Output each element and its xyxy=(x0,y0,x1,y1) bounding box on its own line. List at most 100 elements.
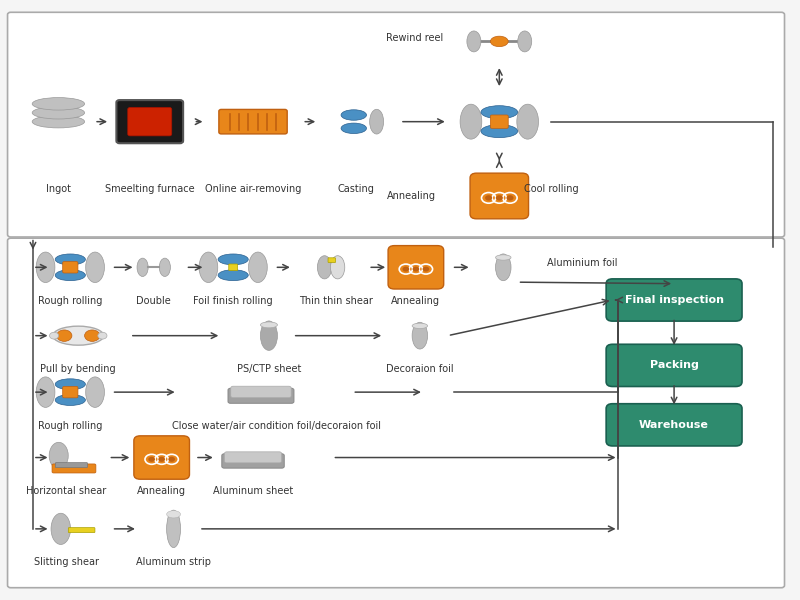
Ellipse shape xyxy=(260,322,278,328)
Ellipse shape xyxy=(518,31,532,52)
FancyBboxPatch shape xyxy=(606,404,742,446)
Ellipse shape xyxy=(218,270,248,281)
FancyBboxPatch shape xyxy=(222,454,284,468)
Ellipse shape xyxy=(467,31,481,52)
FancyBboxPatch shape xyxy=(7,12,785,237)
Circle shape xyxy=(98,332,107,339)
FancyBboxPatch shape xyxy=(470,173,529,219)
FancyBboxPatch shape xyxy=(52,464,96,473)
Circle shape xyxy=(506,195,514,200)
FancyBboxPatch shape xyxy=(328,258,335,263)
Circle shape xyxy=(422,266,430,272)
Text: Horizontal shear: Horizontal shear xyxy=(26,486,106,496)
Ellipse shape xyxy=(53,326,104,345)
Text: Annealing: Annealing xyxy=(386,191,436,201)
FancyBboxPatch shape xyxy=(55,463,87,467)
Text: Thin thin shear: Thin thin shear xyxy=(299,296,374,306)
Circle shape xyxy=(485,195,492,200)
Ellipse shape xyxy=(49,442,68,469)
Circle shape xyxy=(496,195,503,200)
Ellipse shape xyxy=(495,254,511,281)
Ellipse shape xyxy=(55,254,86,265)
Ellipse shape xyxy=(318,256,332,279)
Ellipse shape xyxy=(86,377,105,407)
Ellipse shape xyxy=(166,511,181,518)
Text: Packing: Packing xyxy=(650,361,698,370)
Text: Close water/air condition foil/decoraion foil: Close water/air condition foil/decoraion… xyxy=(172,421,382,431)
Circle shape xyxy=(50,332,58,339)
Ellipse shape xyxy=(32,115,85,128)
FancyBboxPatch shape xyxy=(116,100,183,143)
Text: Cool rolling: Cool rolling xyxy=(524,184,578,194)
Text: Annealing: Annealing xyxy=(391,296,440,306)
FancyBboxPatch shape xyxy=(230,386,291,398)
FancyBboxPatch shape xyxy=(134,436,190,479)
Text: Online air-removing: Online air-removing xyxy=(205,184,302,194)
Ellipse shape xyxy=(260,321,278,350)
Ellipse shape xyxy=(330,256,345,279)
FancyBboxPatch shape xyxy=(225,452,282,463)
Ellipse shape xyxy=(370,109,384,134)
Ellipse shape xyxy=(166,510,181,548)
Circle shape xyxy=(85,330,100,341)
Text: Aluminum strip: Aluminum strip xyxy=(136,557,211,568)
FancyBboxPatch shape xyxy=(62,262,78,273)
Ellipse shape xyxy=(490,36,508,47)
Circle shape xyxy=(402,266,410,272)
Circle shape xyxy=(148,457,155,462)
FancyBboxPatch shape xyxy=(7,238,785,588)
Text: Warehouse: Warehouse xyxy=(639,420,709,430)
Ellipse shape xyxy=(55,270,86,281)
Ellipse shape xyxy=(86,252,105,283)
Ellipse shape xyxy=(199,252,218,283)
Ellipse shape xyxy=(460,104,482,139)
Ellipse shape xyxy=(55,379,86,389)
Ellipse shape xyxy=(495,255,511,260)
Ellipse shape xyxy=(481,106,518,119)
Ellipse shape xyxy=(341,123,366,134)
Circle shape xyxy=(57,330,72,341)
Circle shape xyxy=(413,266,419,272)
Text: Foil finish rolling: Foil finish rolling xyxy=(194,296,273,306)
Ellipse shape xyxy=(341,110,366,120)
FancyBboxPatch shape xyxy=(388,245,444,289)
Text: Slitting shear: Slitting shear xyxy=(34,557,99,568)
Ellipse shape xyxy=(32,107,85,119)
Ellipse shape xyxy=(218,254,248,265)
Text: Aluminum sheet: Aluminum sheet xyxy=(213,486,293,496)
Text: Final inspection: Final inspection xyxy=(625,295,723,305)
Text: Rewind reel: Rewind reel xyxy=(386,34,444,43)
FancyBboxPatch shape xyxy=(68,527,95,533)
FancyBboxPatch shape xyxy=(128,107,172,136)
Ellipse shape xyxy=(249,252,267,283)
Text: Aluminium foil: Aluminium foil xyxy=(547,259,618,268)
Circle shape xyxy=(158,457,165,462)
Ellipse shape xyxy=(36,252,55,283)
FancyBboxPatch shape xyxy=(606,279,742,321)
FancyBboxPatch shape xyxy=(606,344,742,386)
Ellipse shape xyxy=(481,125,518,137)
Text: Rough rolling: Rough rolling xyxy=(38,421,102,431)
Text: PS/CTP sheet: PS/CTP sheet xyxy=(237,364,301,374)
Ellipse shape xyxy=(55,395,86,406)
Ellipse shape xyxy=(32,98,85,110)
FancyBboxPatch shape xyxy=(219,109,287,134)
FancyBboxPatch shape xyxy=(228,388,294,403)
Text: Decoraion foil: Decoraion foil xyxy=(386,364,454,374)
Text: Pull by bending: Pull by bending xyxy=(41,364,116,374)
FancyBboxPatch shape xyxy=(62,386,78,398)
Text: Double: Double xyxy=(136,296,171,306)
Circle shape xyxy=(168,457,175,462)
Ellipse shape xyxy=(159,258,170,277)
Ellipse shape xyxy=(412,322,428,349)
Ellipse shape xyxy=(412,323,428,329)
Text: Casting: Casting xyxy=(338,184,374,194)
Ellipse shape xyxy=(137,258,148,277)
FancyBboxPatch shape xyxy=(490,115,508,128)
Text: Smeelting furnace: Smeelting furnace xyxy=(105,184,194,194)
Text: Ingot: Ingot xyxy=(46,184,71,194)
Ellipse shape xyxy=(51,513,70,544)
Text: Annealing: Annealing xyxy=(137,486,186,496)
Text: Rough rolling: Rough rolling xyxy=(38,296,102,306)
Ellipse shape xyxy=(517,104,538,139)
